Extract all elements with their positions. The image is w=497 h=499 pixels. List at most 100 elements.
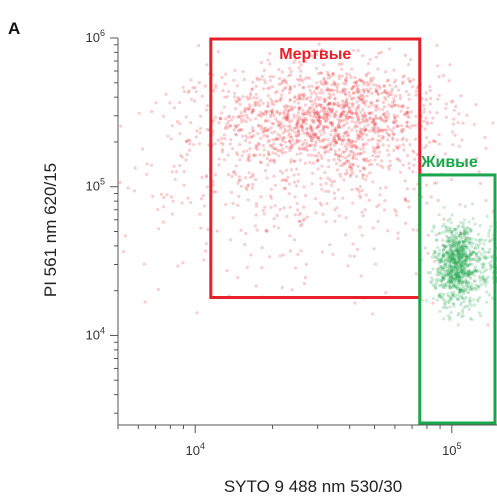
data-point xyxy=(328,107,332,112)
data-point xyxy=(285,114,289,118)
data-point xyxy=(264,112,268,117)
data-point xyxy=(295,201,299,206)
data-point xyxy=(298,147,302,151)
data-point xyxy=(364,193,368,197)
data-point xyxy=(382,105,387,109)
data-point xyxy=(444,261,448,266)
data-point xyxy=(469,240,473,244)
data-point xyxy=(362,150,366,154)
data-point xyxy=(402,128,406,132)
data-point xyxy=(447,228,451,232)
data-point xyxy=(357,137,361,141)
data-point xyxy=(301,97,305,101)
data-point xyxy=(315,125,320,129)
data-point xyxy=(480,266,484,270)
data-point xyxy=(372,83,376,87)
data-point xyxy=(302,281,306,286)
data-point xyxy=(311,114,315,119)
data-point xyxy=(378,86,382,90)
data-point xyxy=(309,134,313,138)
data-point xyxy=(466,273,470,277)
data-point xyxy=(373,121,377,125)
data-point xyxy=(441,277,445,281)
data-point xyxy=(371,137,375,141)
data-point xyxy=(137,111,141,115)
data-point xyxy=(445,250,449,254)
data-point xyxy=(452,258,456,262)
data-point xyxy=(214,83,218,87)
data-point xyxy=(270,121,274,125)
data-point xyxy=(436,257,440,262)
data-point xyxy=(488,228,492,232)
data-point xyxy=(297,146,301,150)
data-point xyxy=(471,241,475,245)
data-point xyxy=(313,111,317,115)
data-point xyxy=(398,94,402,98)
data-point xyxy=(348,149,352,153)
data-point xyxy=(461,270,465,274)
data-point xyxy=(305,132,309,136)
x-tick-exp: 5 xyxy=(457,441,462,451)
data-point xyxy=(250,135,254,139)
data-point xyxy=(245,149,249,153)
data-point xyxy=(459,268,463,272)
data-point xyxy=(456,244,461,248)
data-point xyxy=(334,140,338,144)
data-point xyxy=(269,205,273,209)
data-point xyxy=(474,269,478,273)
data-point xyxy=(456,268,460,272)
data-point xyxy=(298,74,302,78)
data-point xyxy=(380,118,384,122)
data-point xyxy=(352,91,356,95)
data-point xyxy=(354,140,358,144)
data-point xyxy=(383,88,387,93)
data-point xyxy=(282,136,286,140)
data-point xyxy=(451,255,455,259)
data-point xyxy=(400,104,404,108)
data-point xyxy=(441,298,445,302)
data-point xyxy=(284,116,288,120)
data-point xyxy=(461,260,465,264)
data-point xyxy=(457,286,461,290)
data-point xyxy=(447,264,451,268)
data-point xyxy=(401,163,405,167)
data-point xyxy=(442,254,447,258)
data-point xyxy=(453,261,457,265)
data-point xyxy=(371,146,375,150)
data-point xyxy=(474,252,478,257)
data-point xyxy=(450,253,454,257)
data-point xyxy=(465,281,469,285)
data-point xyxy=(437,142,442,146)
data-point xyxy=(425,120,429,124)
data-point xyxy=(455,241,459,245)
data-point xyxy=(397,104,401,108)
data-point xyxy=(359,129,363,133)
data-point xyxy=(465,287,469,291)
data-point xyxy=(446,238,450,242)
data-point xyxy=(236,203,240,208)
data-point xyxy=(388,127,392,132)
data-point xyxy=(453,266,457,270)
data-point xyxy=(433,181,437,185)
data-point xyxy=(383,115,388,119)
data-point xyxy=(463,252,467,256)
data-point xyxy=(308,88,312,93)
data-point xyxy=(288,149,292,153)
data-point xyxy=(472,257,476,261)
data-point xyxy=(477,269,481,273)
data-point xyxy=(351,201,355,205)
data-point xyxy=(443,152,447,156)
data-point xyxy=(388,159,392,163)
data-point xyxy=(340,103,344,107)
data-point xyxy=(316,167,320,171)
data-point xyxy=(265,110,269,114)
data-point xyxy=(349,87,353,91)
data-point xyxy=(248,96,252,100)
data-point xyxy=(295,77,300,81)
data-point xyxy=(376,92,380,96)
data-point xyxy=(315,118,319,123)
data-point xyxy=(447,259,451,264)
data-point xyxy=(365,94,369,98)
data-point xyxy=(444,106,448,111)
data-point xyxy=(449,311,453,315)
